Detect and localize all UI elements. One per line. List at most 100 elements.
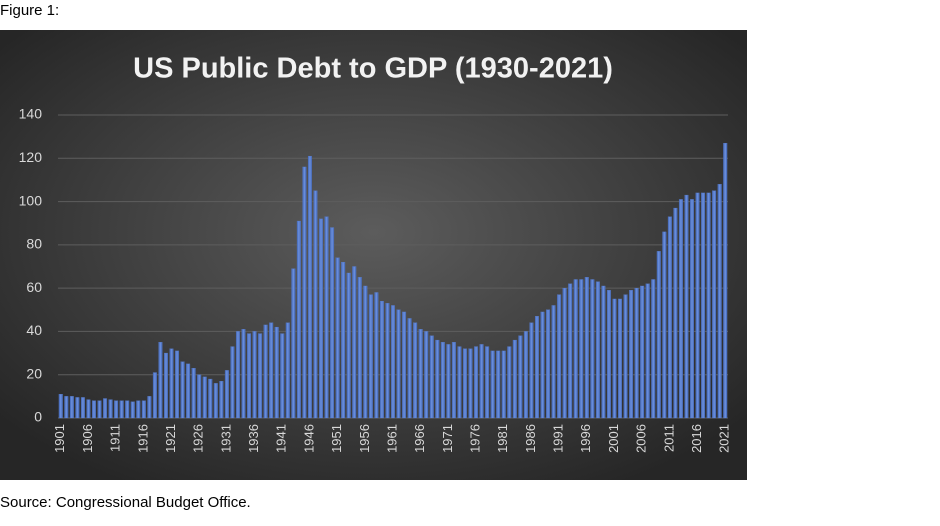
- bar: [280, 333, 285, 419]
- bar: [180, 361, 185, 419]
- bar: [413, 322, 418, 419]
- bar: [651, 279, 656, 419]
- bar: [551, 305, 556, 419]
- bar: [346, 272, 351, 419]
- bar: [623, 294, 628, 419]
- bar: [645, 283, 650, 419]
- bar: [534, 316, 539, 419]
- bar: [125, 400, 130, 419]
- x-tick-label: 1961: [384, 424, 399, 453]
- bar: [468, 348, 473, 419]
- bar: [136, 400, 141, 419]
- bar: [191, 368, 196, 419]
- bar: [147, 396, 152, 419]
- bar: [424, 331, 429, 419]
- bar: [490, 350, 495, 419]
- y-tick-label: 0: [34, 409, 42, 425]
- x-tick-label: 1936: [246, 424, 261, 453]
- bar: [606, 290, 611, 419]
- bar: [197, 374, 202, 419]
- bar: [213, 383, 218, 419]
- bar: [712, 190, 717, 419]
- bar: [678, 199, 683, 419]
- bar: [363, 285, 368, 419]
- bar: [319, 218, 323, 419]
- bar: [241, 329, 246, 419]
- x-tick-label: 1921: [163, 424, 178, 453]
- bar: [379, 300, 384, 419]
- bar: [396, 309, 401, 419]
- bar: [307, 155, 312, 419]
- bar: [529, 322, 534, 419]
- bar: [485, 346, 490, 419]
- bar: [385, 303, 390, 419]
- bar: [291, 268, 296, 419]
- bar: [296, 220, 301, 419]
- figure-label: Figure 1:: [0, 2, 60, 19]
- x-tick-label: 2021: [717, 424, 732, 453]
- bar: [540, 311, 545, 419]
- bar: [579, 279, 584, 419]
- bar: [219, 381, 224, 419]
- bar: [479, 344, 484, 419]
- x-tick-label: 1996: [578, 424, 593, 453]
- y-tick-label: 80: [26, 236, 42, 252]
- bar: [269, 322, 274, 419]
- bar: [440, 342, 445, 419]
- bar: [435, 339, 440, 419]
- bar: [690, 199, 694, 419]
- bar: [451, 342, 456, 419]
- bar: [463, 348, 467, 419]
- x-tick-label: 2011: [661, 424, 676, 452]
- bar: [391, 305, 395, 419]
- bar: [152, 372, 157, 419]
- bar: [224, 370, 229, 419]
- bar: [518, 335, 523, 419]
- bar: [429, 335, 434, 419]
- bar: [202, 376, 207, 419]
- bar: [330, 227, 335, 419]
- bar: [584, 277, 589, 419]
- bar: [97, 400, 102, 419]
- bar: [92, 400, 96, 419]
- bar: [114, 400, 119, 419]
- x-tick-label: 1991: [551, 424, 566, 453]
- bar: [86, 399, 91, 419]
- bar: [64, 396, 69, 419]
- bar: [75, 397, 80, 419]
- bar: [169, 348, 174, 419]
- bar: [108, 399, 113, 419]
- bar: [302, 166, 307, 419]
- bar: [335, 257, 340, 419]
- x-tick-label: 1976: [467, 424, 482, 453]
- chart-background: [0, 30, 747, 480]
- bar: [274, 326, 279, 419]
- bar: [186, 363, 191, 419]
- x-tick-label: 1971: [440, 424, 455, 453]
- bar: [662, 231, 667, 419]
- y-tick-label: 100: [19, 192, 43, 208]
- bar: [58, 394, 63, 419]
- bar: [418, 329, 423, 419]
- bar: [263, 324, 268, 419]
- bar: [208, 378, 213, 419]
- x-tick-label: 1906: [80, 424, 95, 453]
- x-tick-label: 1931: [218, 424, 233, 453]
- bar: [568, 283, 573, 419]
- bar: [368, 294, 373, 419]
- y-tick-label: 20: [26, 365, 42, 381]
- y-tick-label: 120: [19, 149, 43, 165]
- y-tick-label: 40: [26, 322, 42, 338]
- bar: [163, 352, 168, 419]
- bar: [590, 279, 595, 419]
- bar: [230, 346, 235, 419]
- bar: [341, 262, 346, 419]
- bar: [103, 398, 108, 419]
- bar: [695, 192, 700, 419]
- bar: [119, 400, 124, 419]
- x-tick-label: 1911: [108, 424, 123, 452]
- x-tick-label: 1901: [52, 424, 67, 453]
- bar: [573, 279, 578, 419]
- bar: [247, 333, 252, 419]
- y-tick-label: 140: [19, 106, 43, 122]
